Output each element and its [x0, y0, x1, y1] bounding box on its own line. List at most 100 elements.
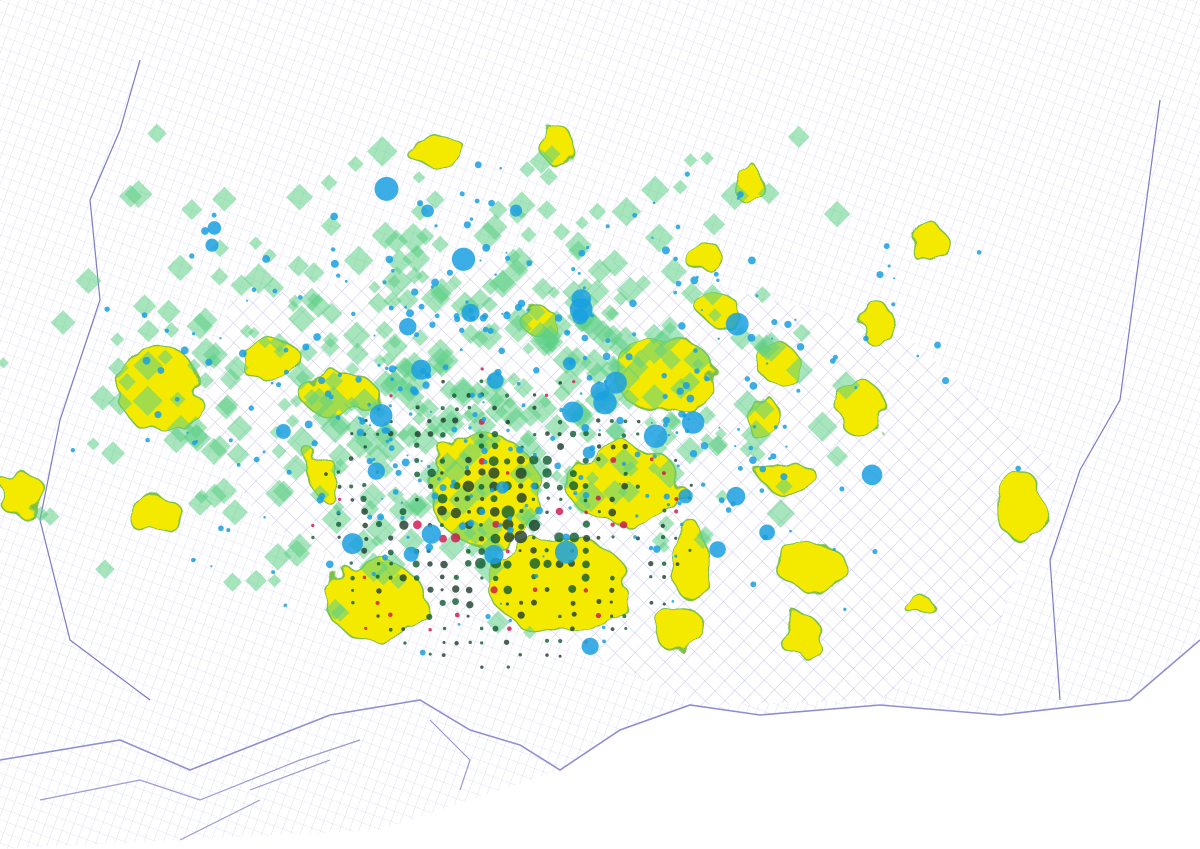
- blue-circle: [916, 354, 920, 358]
- dark-dot: [401, 627, 405, 631]
- dark-dot: [399, 508, 407, 516]
- green-diamond: [505, 248, 522, 264]
- dark-dot: [336, 470, 340, 474]
- blue-circle: [759, 488, 765, 493]
- blue-circle: [400, 501, 404, 504]
- blue-circle: [535, 506, 544, 515]
- green-diamond: [522, 342, 535, 355]
- blue-circle: [629, 299, 637, 308]
- green-diamond: [402, 492, 428, 517]
- blue-circle: [748, 445, 754, 451]
- blue-circle: [470, 392, 475, 398]
- blue-circle: [417, 200, 424, 207]
- dark-dot: [558, 654, 562, 658]
- dark-dot: [506, 665, 510, 669]
- blue-circle: [690, 276, 699, 285]
- dark-dot: [675, 562, 680, 567]
- dark-dot: [688, 548, 692, 552]
- blue-circle: [388, 404, 392, 408]
- blue-circle: [832, 547, 836, 551]
- blue-circle: [635, 514, 639, 518]
- green-diamond: [347, 155, 364, 173]
- green-diamond: [431, 357, 452, 378]
- green-diamond: [359, 483, 387, 510]
- blue-circle: [342, 533, 363, 555]
- dark-dot: [529, 558, 541, 569]
- dark-dot: [490, 586, 498, 594]
- dark-dot: [674, 496, 679, 502]
- dark-dots: [311, 367, 693, 669]
- dark-dot: [465, 549, 471, 554]
- dark-dot: [428, 628, 432, 632]
- blue-circle: [605, 224, 610, 229]
- dark-dot: [399, 520, 409, 530]
- dark-dot: [478, 536, 485, 542]
- dark-dot: [558, 638, 563, 644]
- dark-dot: [376, 561, 381, 566]
- dark-dot: [571, 611, 577, 617]
- dark-dot: [544, 393, 549, 398]
- blue-circle: [554, 462, 562, 470]
- blue-circle: [652, 454, 657, 459]
- blue-circle: [390, 377, 394, 382]
- dark-dot: [362, 575, 367, 580]
- blue-circle: [218, 525, 224, 532]
- blue-circle: [662, 422, 668, 428]
- blue-circle: [625, 353, 633, 361]
- dark-dot: [554, 532, 565, 543]
- green-diamond: [286, 426, 318, 457]
- green-diamond: [248, 236, 263, 250]
- blue-circle: [439, 484, 447, 492]
- green-diamond: [321, 302, 343, 325]
- blue-circle: [632, 212, 638, 218]
- blue-circle: [517, 299, 526, 308]
- blue-circle: [666, 503, 670, 507]
- dark-dot: [569, 626, 575, 632]
- green-diamond: [289, 394, 303, 408]
- dark-dot: [610, 627, 615, 631]
- blue-circle: [766, 362, 769, 365]
- blue-circle: [687, 417, 691, 421]
- dark-dot: [414, 442, 420, 448]
- green-diamond: [167, 254, 194, 282]
- blue-circle: [494, 368, 502, 376]
- dark-dot: [609, 496, 615, 503]
- blue-circle: [459, 327, 465, 334]
- blue-circle: [534, 573, 539, 579]
- blue-circle: [313, 333, 321, 341]
- blue-circle: [684, 171, 690, 177]
- blue-circle: [395, 469, 402, 476]
- dark-dot: [455, 407, 459, 412]
- dark-dot: [450, 533, 461, 543]
- dark-dot: [337, 535, 341, 539]
- dark-dot: [492, 405, 497, 411]
- dark-dot: [364, 537, 369, 542]
- blue-circle: [367, 462, 385, 480]
- dark-dot: [453, 574, 459, 580]
- dark-dot: [609, 418, 614, 424]
- dark-dot: [503, 531, 515, 543]
- blue-circle: [581, 637, 599, 655]
- dark-dot: [543, 559, 552, 569]
- blue-circle: [104, 306, 110, 312]
- dark-dot: [324, 472, 328, 476]
- blue-circle: [676, 464, 680, 468]
- blue-circle: [716, 278, 720, 283]
- dark-dot: [488, 467, 500, 479]
- blue-circles: [70, 161, 1022, 656]
- blue-circle: [283, 347, 289, 353]
- dark-dot: [544, 587, 550, 592]
- green-diamond: [338, 402, 352, 416]
- green-diamond: [386, 249, 413, 275]
- dark-dot: [597, 433, 601, 437]
- yellow-zone: [775, 616, 825, 654]
- blue-circle: [483, 459, 488, 465]
- green-diamond: [367, 136, 398, 167]
- blue-circle: [479, 259, 482, 262]
- dark-dot: [454, 496, 460, 502]
- dark-dot: [478, 443, 485, 449]
- blue-circle: [861, 464, 883, 486]
- green-diamond: [431, 235, 449, 254]
- green-diamond: [137, 319, 160, 343]
- blue-circle: [604, 371, 627, 394]
